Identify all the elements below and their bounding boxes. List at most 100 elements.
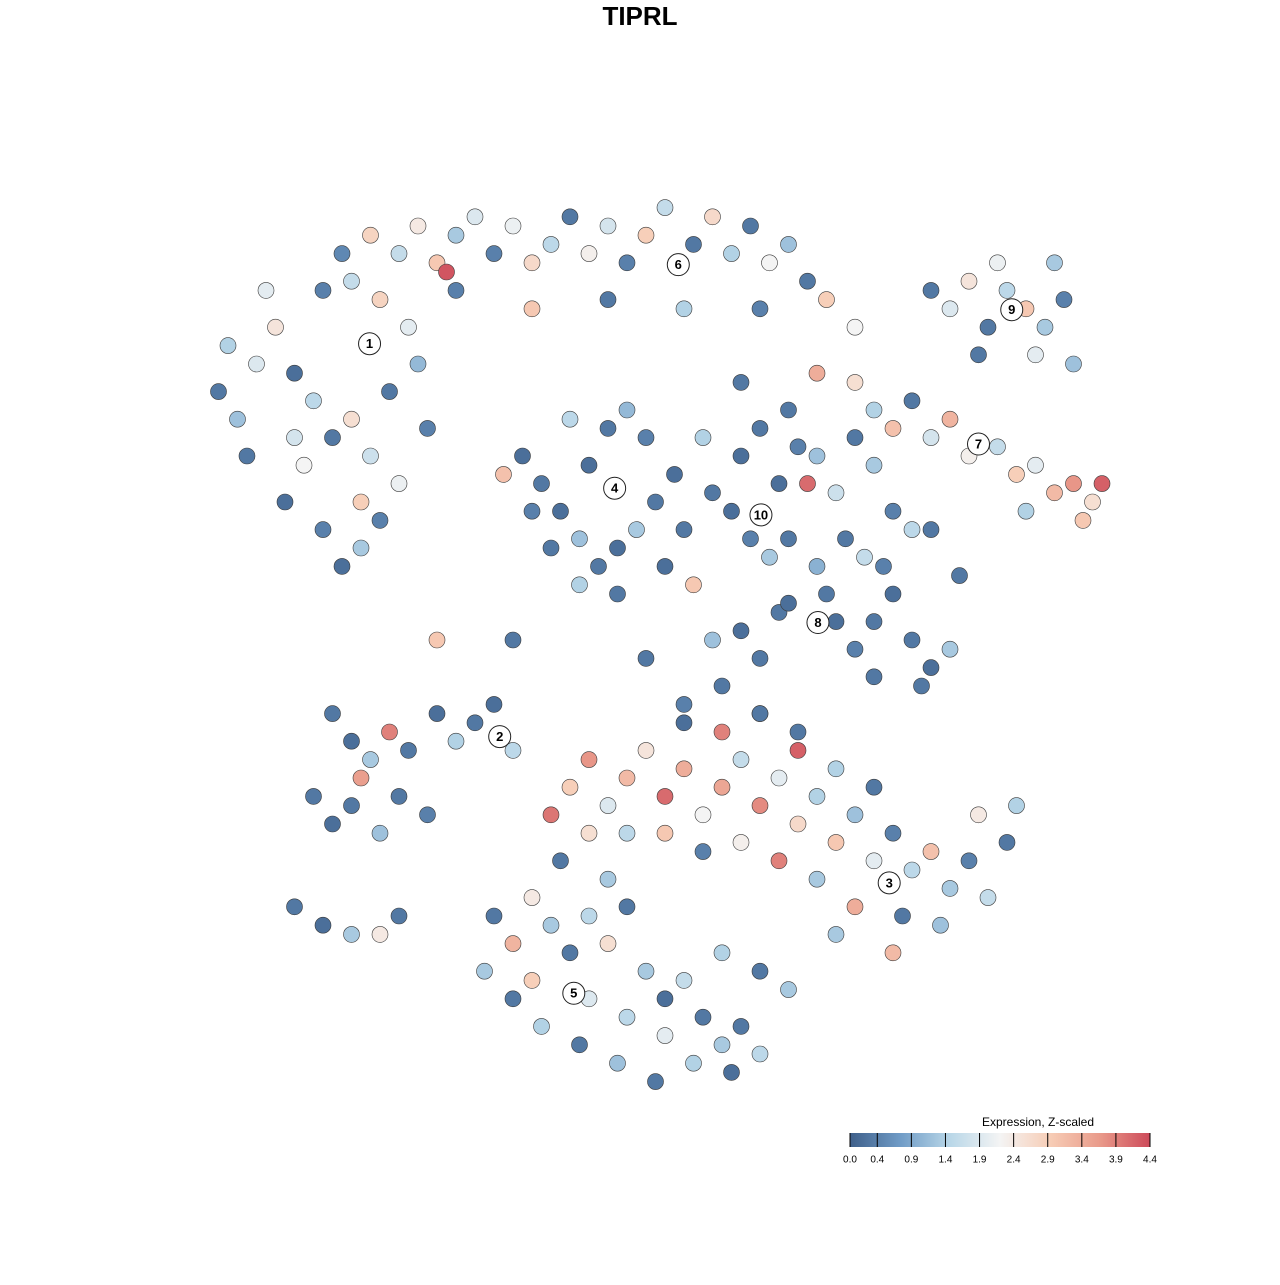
point [960, 272, 978, 290]
point [856, 548, 873, 566]
cluster-marker [749, 503, 773, 527]
point [818, 585, 835, 603]
point [210, 383, 227, 400]
point [922, 521, 940, 538]
point [362, 447, 379, 465]
point [343, 797, 360, 814]
point [732, 447, 750, 465]
point [884, 502, 902, 520]
point [381, 723, 398, 741]
point [1074, 512, 1092, 529]
point [827, 613, 845, 630]
point [637, 429, 655, 446]
cluster-marker [562, 981, 586, 1005]
point [276, 493, 294, 511]
point [343, 926, 360, 943]
point [305, 788, 322, 805]
point [922, 429, 940, 446]
point [219, 337, 237, 354]
point [561, 944, 579, 962]
point [941, 640, 959, 658]
point [390, 475, 408, 492]
cluster-marker [358, 332, 382, 356]
colorbar-tick-label: 3.4 [1075, 1155, 1089, 1166]
point [903, 392, 921, 410]
colorbar-tick-label: 3.9 [1109, 1155, 1123, 1166]
point [599, 870, 617, 888]
point [609, 585, 626, 603]
point [713, 944, 731, 962]
point [761, 254, 778, 272]
point [381, 383, 398, 400]
point [523, 254, 541, 272]
point [504, 742, 522, 759]
point [533, 475, 550, 492]
point [561, 410, 579, 428]
point [656, 824, 674, 842]
point [713, 677, 731, 695]
point [770, 769, 788, 787]
point [580, 824, 598, 842]
point [390, 907, 408, 925]
point [523, 502, 541, 520]
point [704, 631, 721, 649]
point [865, 852, 883, 870]
point [1046, 484, 1063, 502]
point [865, 613, 883, 630]
point [257, 282, 275, 299]
cluster-label: 4 [611, 481, 619, 496]
point [675, 760, 693, 778]
cluster-label: 9 [1008, 302, 1015, 317]
point [951, 567, 968, 584]
point [941, 410, 959, 428]
colorbar-tick-label: 4.4 [1143, 1155, 1157, 1166]
point [941, 300, 959, 318]
point [618, 254, 636, 272]
point [580, 456, 598, 474]
point [390, 245, 408, 262]
point [989, 254, 1006, 272]
point [362, 751, 379, 768]
point [314, 282, 332, 299]
point [637, 650, 655, 667]
point [751, 300, 769, 318]
point [884, 824, 902, 842]
point [590, 558, 607, 575]
point [267, 318, 284, 336]
point [922, 659, 940, 676]
point [609, 1054, 626, 1072]
point [865, 401, 883, 419]
point [751, 650, 769, 667]
point [770, 475, 788, 492]
point [704, 208, 721, 226]
point [751, 1045, 769, 1063]
point [504, 217, 522, 235]
point [827, 760, 845, 778]
point [1084, 493, 1101, 511]
point [998, 282, 1016, 299]
point [884, 944, 902, 962]
point [713, 723, 731, 741]
point [837, 530, 854, 548]
point [656, 1027, 674, 1044]
point [818, 291, 835, 308]
point [675, 300, 693, 318]
point [846, 374, 864, 391]
point [466, 208, 484, 226]
point [295, 456, 313, 474]
point [352, 493, 370, 511]
point [970, 806, 987, 824]
point [1055, 291, 1073, 308]
point [343, 410, 360, 428]
point [694, 429, 712, 446]
point [343, 272, 360, 290]
point [542, 236, 560, 253]
point [751, 962, 769, 980]
point [523, 889, 541, 906]
point [1065, 475, 1082, 492]
point [352, 769, 370, 787]
point [846, 429, 864, 446]
point [761, 548, 778, 566]
point [618, 401, 636, 419]
